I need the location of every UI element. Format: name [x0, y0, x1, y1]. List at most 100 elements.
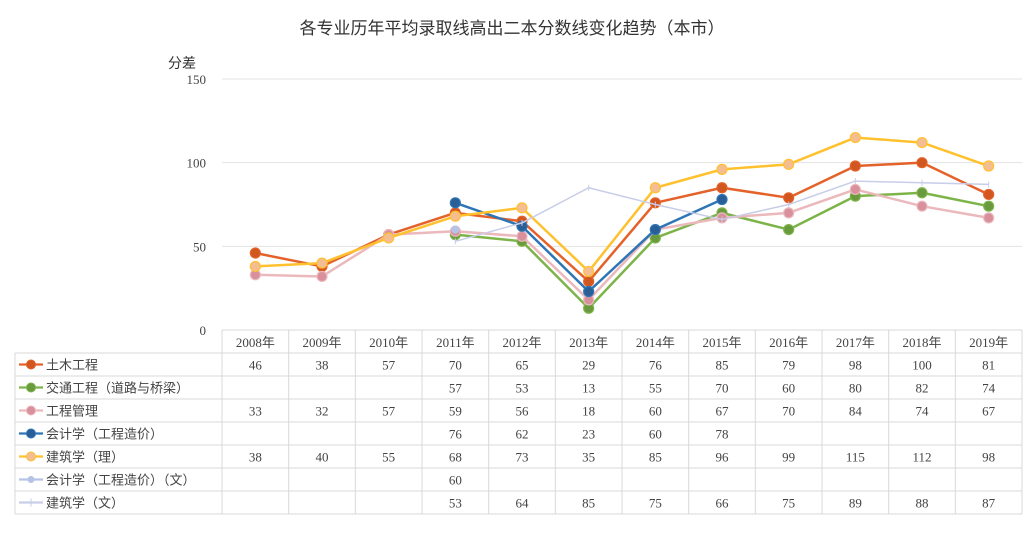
x-tick-label: 2011年: [436, 335, 475, 350]
legend-marker: [27, 476, 35, 483]
x-tick-label: 2010年: [369, 335, 408, 350]
data-cell: 70: [716, 381, 729, 396]
data-point: [583, 275, 595, 288]
data-cell: 67: [716, 404, 730, 419]
data-cell: 81: [982, 358, 995, 373]
data-point: [516, 202, 528, 214]
data-point: [983, 188, 995, 201]
data-point: [516, 230, 528, 242]
data-cell: 38: [316, 358, 329, 373]
data-cell: 85: [582, 496, 595, 511]
data-cell: 32: [316, 404, 329, 419]
series-line: [255, 161, 990, 283]
data-point: [383, 232, 395, 244]
data-cell: 23: [582, 427, 595, 442]
data-cell: 89: [849, 496, 862, 511]
data-cell: 55: [382, 450, 395, 465]
data-cell: 98: [982, 450, 995, 465]
data-cell: 82: [916, 381, 929, 396]
data-point: [716, 163, 728, 175]
data-point: [249, 260, 261, 273]
data-point: [716, 182, 728, 194]
data-point: [916, 187, 928, 199]
legend-label: 建筑学（文）: [46, 496, 124, 512]
data-cell: 13: [582, 381, 595, 396]
data-point: [649, 182, 661, 194]
data-cell: 53: [449, 496, 462, 511]
data-cell: 70: [449, 358, 462, 373]
y-axis-label: 分差: [168, 56, 196, 72]
chart-title: 各专业历年平均录取线高出二本分数线变化趋势（本市）: [300, 19, 725, 39]
data-cell: 60: [782, 381, 795, 396]
data-cell: 88: [916, 496, 929, 511]
data-cell: 73: [516, 450, 529, 465]
y-tick-label: 150: [187, 72, 207, 87]
series-会计学（工程造价）（文）: [451, 225, 460, 234]
data-point: [916, 157, 928, 169]
data-point: [783, 192, 795, 204]
data-cell: 66: [716, 496, 730, 511]
data-cell: 87: [982, 496, 996, 511]
data-cell: 74: [916, 404, 930, 419]
data-cell: 68: [449, 450, 462, 465]
legend-label: 工程管理: [46, 405, 98, 420]
legend-label: 会计学（工程造价）: [46, 427, 163, 443]
data-cell: 79: [782, 358, 795, 373]
data-cell: 62: [516, 427, 529, 442]
data-point: [983, 212, 995, 224]
x-tick-label: 2012年: [502, 335, 541, 350]
x-tick-label: 2019年: [969, 335, 1008, 350]
data-cell: 100: [912, 358, 932, 373]
data-point: [316, 257, 328, 269]
data-point: [649, 224, 661, 236]
x-tick-label: 2014年: [636, 335, 675, 350]
data-point: [916, 136, 928, 149]
x-tick-label: 2009年: [302, 335, 341, 350]
data-point: [849, 160, 861, 172]
data-cell: 70: [782, 404, 795, 419]
data-cell: 33: [249, 404, 262, 419]
data-cell: 75: [782, 496, 795, 511]
data-point: [983, 160, 995, 172]
data-cell: 56: [516, 404, 530, 419]
x-tick-label: 2013年: [569, 335, 608, 350]
data-cell: 76: [449, 427, 463, 442]
data-cell: 46: [249, 358, 263, 373]
series-建筑学（文）: [454, 178, 990, 245]
data-cell: 55: [649, 381, 662, 396]
data-cell: 67: [982, 404, 996, 419]
data-cell: 75: [649, 496, 662, 511]
data-cell: 99: [782, 450, 795, 465]
data-cell: 74: [982, 381, 996, 396]
data-cell: 35: [582, 450, 595, 465]
legend-marker: [26, 428, 36, 439]
legend-marker: [26, 382, 36, 393]
data-cell: 59: [449, 404, 462, 419]
data-point: [449, 210, 461, 222]
legend-label: 土木工程: [46, 359, 98, 374]
data-cell: 60: [649, 427, 662, 442]
legend-marker: [26, 359, 36, 370]
data-cell: 64: [516, 496, 530, 511]
x-tick-label: 2018年: [902, 335, 941, 350]
legend-label: 交通工程（道路与桥梁）: [46, 381, 189, 397]
y-tick-label: 0: [200, 323, 207, 338]
data-cell: 78: [716, 427, 729, 442]
data-point: [783, 158, 795, 170]
data-point: [249, 247, 261, 259]
data-cell: 84: [849, 404, 863, 419]
data-point: [583, 285, 595, 298]
data-cell: 112: [912, 450, 931, 465]
data-cell: 40: [316, 450, 329, 465]
data-point: [983, 200, 995, 212]
x-tick-label: 2008年: [236, 335, 275, 350]
series-会计学（工程造价）: [449, 193, 728, 298]
y-tick-label: 50: [193, 239, 206, 254]
data-cell: 65: [516, 358, 529, 373]
data-cell: 115: [846, 450, 865, 465]
x-tick-label: 2016年: [769, 335, 808, 350]
series-line: [255, 136, 990, 273]
data-point: [783, 224, 795, 236]
